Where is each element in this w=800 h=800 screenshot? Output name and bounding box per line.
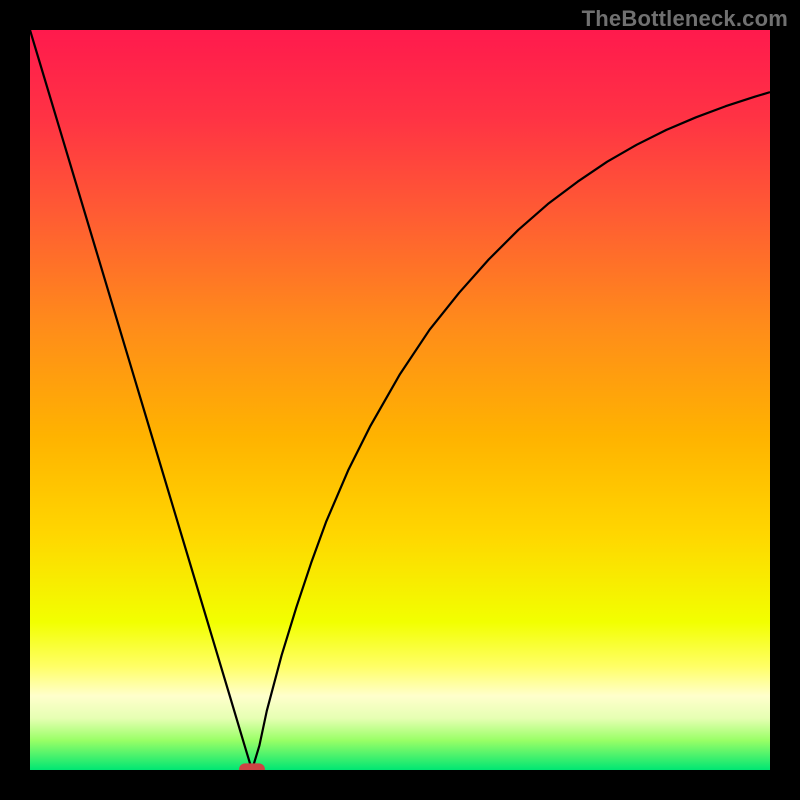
chart-frame: TheBottleneck.com xyxy=(0,0,800,800)
plot-area xyxy=(30,30,770,770)
chart-svg xyxy=(30,30,770,770)
watermark-text: TheBottleneck.com xyxy=(582,6,788,32)
optimal-marker xyxy=(239,763,265,770)
